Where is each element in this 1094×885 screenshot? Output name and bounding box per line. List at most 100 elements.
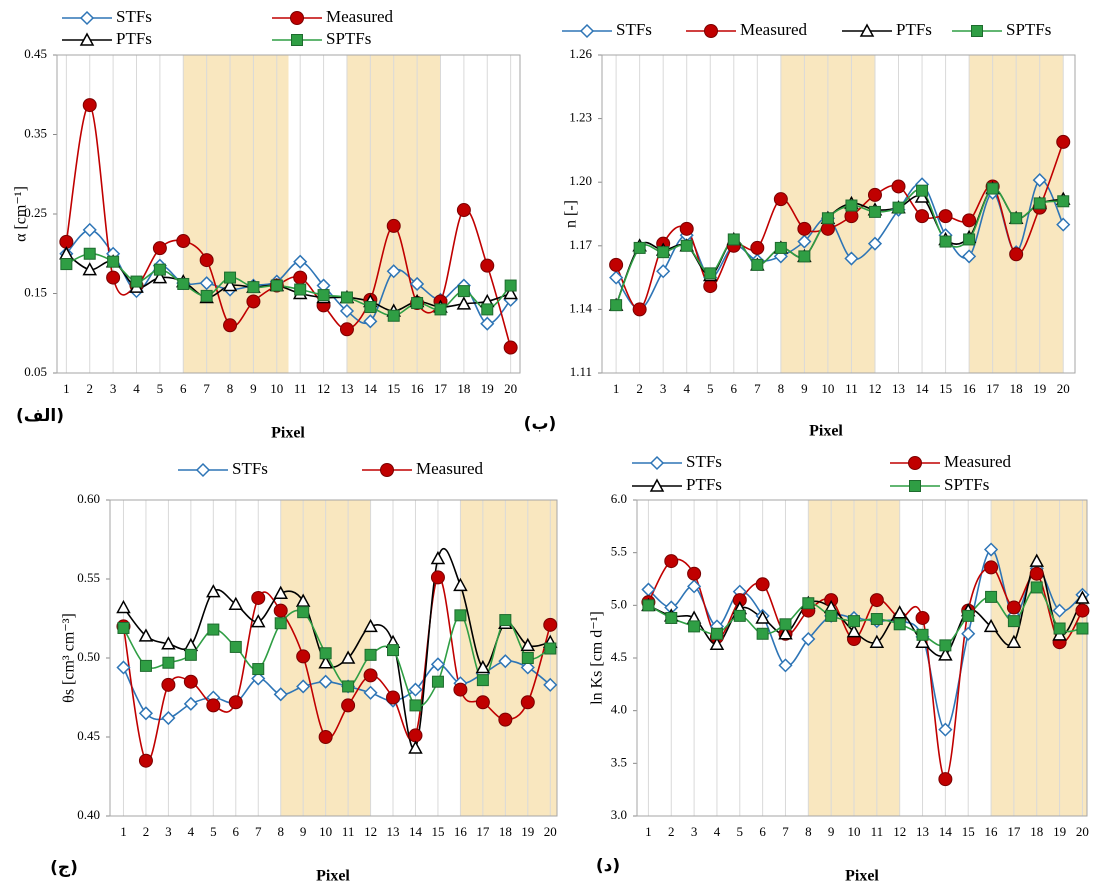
marker	[457, 285, 470, 298]
marker	[543, 617, 558, 632]
y-tick-label: 1.17	[569, 237, 592, 252]
panel-label: (الف)	[16, 406, 64, 426]
marker	[773, 192, 788, 207]
marker	[339, 322, 354, 337]
x-axis-label: Pixel	[845, 868, 879, 885]
marker	[251, 671, 266, 686]
marker	[687, 566, 702, 581]
legend-label: PTFs	[896, 20, 932, 39]
marker	[1053, 622, 1066, 635]
marker	[386, 690, 401, 705]
marker	[609, 270, 624, 285]
marker	[480, 316, 495, 331]
marker	[750, 240, 765, 255]
marker	[152, 241, 167, 256]
y-tick-label: 0.60	[77, 491, 100, 506]
x-tick-label: 15	[939, 381, 952, 396]
marker	[138, 628, 154, 642]
y-tick-label: 4.5	[611, 649, 627, 664]
marker	[844, 209, 859, 224]
y-tick-label: 0.35	[24, 125, 47, 140]
x-tick-label: 18	[1010, 381, 1023, 396]
marker	[363, 618, 378, 633]
marker	[1006, 634, 1022, 648]
marker	[184, 648, 197, 661]
x-tick-label: 7	[782, 824, 789, 839]
x-tick-label: 18	[499, 824, 512, 839]
marker	[633, 241, 646, 254]
marker	[688, 620, 701, 633]
marker	[939, 235, 952, 248]
marker	[161, 710, 176, 726]
shaded-region	[183, 55, 289, 373]
x-tick-label: 11	[845, 381, 858, 396]
x-tick-label: 5	[707, 381, 714, 396]
x-tick-label: 11	[871, 824, 884, 839]
marker	[867, 187, 882, 202]
marker	[380, 463, 394, 477]
marker	[985, 590, 998, 603]
x-tick-label: 1	[645, 824, 652, 839]
marker	[228, 695, 243, 710]
marker	[1029, 553, 1045, 567]
x-tick-label: 13	[340, 381, 353, 396]
x-tick-label: 20	[1076, 824, 1089, 839]
marker	[273, 603, 288, 618]
marker	[498, 654, 513, 669]
marker	[386, 218, 401, 233]
marker	[319, 647, 332, 660]
x-tick-label: 7	[754, 381, 761, 396]
marker	[138, 753, 153, 768]
marker	[520, 695, 535, 710]
marker	[962, 213, 977, 228]
marker	[363, 685, 378, 700]
marker	[908, 456, 922, 470]
x-tick-label: 5	[210, 824, 217, 839]
x-tick-label: 10	[319, 824, 332, 839]
marker	[116, 599, 131, 614]
marker	[116, 660, 131, 675]
x-tick-label: 12	[364, 824, 377, 839]
marker	[779, 618, 792, 631]
y-tick-label: 1.11	[570, 364, 592, 379]
marker	[846, 624, 862, 638]
marker	[709, 636, 725, 651]
y-tick-label: 0.05	[24, 364, 47, 379]
marker	[223, 318, 238, 333]
panel-label: (ج)	[50, 858, 78, 878]
marker	[1030, 581, 1043, 594]
marker	[870, 613, 883, 626]
marker	[1029, 566, 1044, 581]
marker	[1010, 212, 1023, 225]
marker	[195, 462, 211, 478]
marker	[867, 236, 883, 251]
y-tick-label: 0.25	[24, 205, 47, 220]
marker	[868, 205, 881, 218]
x-tick-label: 9	[300, 824, 307, 839]
marker	[916, 184, 929, 197]
x-tick-label: 3	[165, 824, 172, 839]
marker	[755, 610, 770, 624]
x-tick-label: 12	[893, 824, 906, 839]
x-tick-label: 10	[848, 824, 861, 839]
marker	[962, 609, 975, 622]
marker	[481, 303, 494, 316]
marker	[751, 258, 764, 271]
marker	[503, 285, 518, 300]
marker	[317, 289, 330, 302]
marker	[296, 679, 311, 694]
marker	[915, 610, 930, 625]
y-tick-label: 0.55	[77, 570, 100, 585]
legend-label: SPTFs	[326, 29, 371, 48]
marker	[161, 636, 176, 650]
marker	[521, 652, 534, 664]
marker	[296, 649, 311, 664]
x-tick-label: 2	[143, 824, 150, 839]
panel-label: (ب)	[524, 414, 557, 434]
marker	[117, 621, 130, 634]
series-line	[122, 548, 551, 751]
marker	[250, 614, 266, 628]
x-tick-label: 4	[714, 824, 721, 839]
plot-border	[56, 54, 521, 374]
marker	[222, 277, 238, 292]
